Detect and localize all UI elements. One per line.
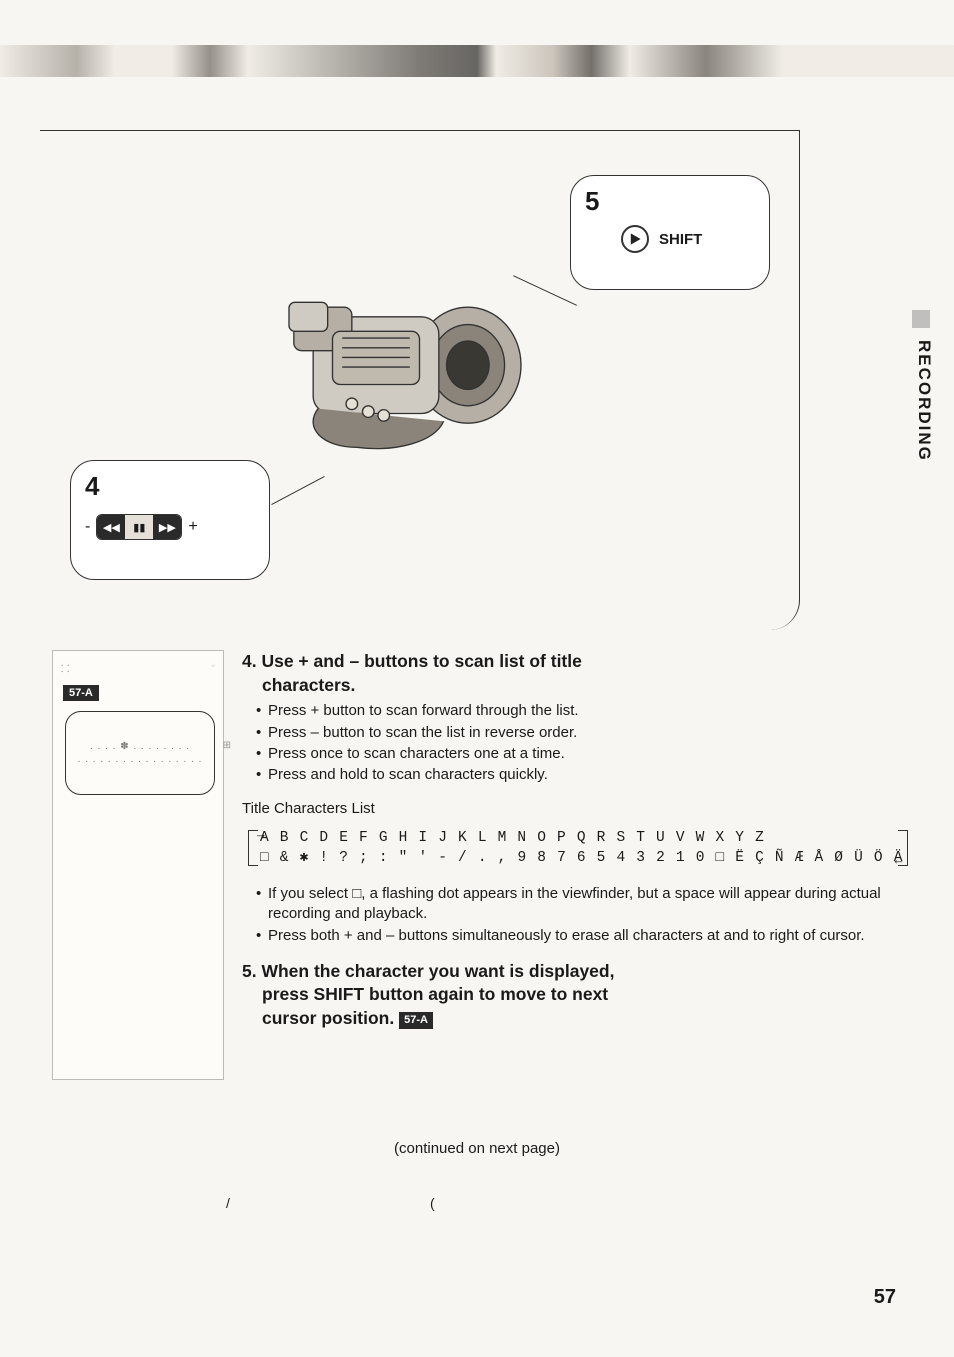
character-loop: → A B C D E F G H I J K L M N O P Q R S … xyxy=(242,828,904,869)
viewfinder-top-marks: ⸬◦ xyxy=(61,661,215,681)
rocker-rewind-icon: ◀◀ xyxy=(97,515,125,539)
shift-play-icon xyxy=(621,225,649,253)
viewfinder-side-mark: ⊞ xyxy=(223,740,232,751)
stray-mark-1: / xyxy=(226,1195,230,1211)
note-2: Press both + and – buttons simultaneousl… xyxy=(256,926,904,946)
viewfinder-badge: 57-A xyxy=(63,685,99,701)
instruction-column: 4. Use + and – buttons to scan list of t… xyxy=(242,650,904,1080)
notes-bullets: If you select □, a flashing dot appears … xyxy=(242,884,904,946)
bullet-b2: Press – button to scan the list in rever… xyxy=(256,723,904,743)
rocker-switch-icon: ◀◀ ▮▮ ▶▶ xyxy=(96,514,182,540)
plus-sign: + xyxy=(188,518,197,536)
callout-5-number: 5 xyxy=(585,186,755,217)
loop-arrow-left-icon: ← xyxy=(895,852,904,870)
step5-l3: cursor position. 57-A xyxy=(262,1007,904,1031)
step-4-bullets: Press + button to scan forward through t… xyxy=(242,701,904,785)
step-5-heading: 5. When the character you want is displa… xyxy=(242,960,904,1031)
step5-l1: 5. When the character you want is displa… xyxy=(242,961,614,981)
side-tab-recording: RECORDING xyxy=(914,340,934,462)
step5-l2: press SHIFT button again to move to next xyxy=(262,983,904,1007)
page-number: 57 xyxy=(874,1286,896,1309)
charlist-row2: □ & ✱ ! ? ; : " ' - / . , 9 8 7 6 5 4 3 … xyxy=(260,848,904,868)
charlist-row1: A B C D E F G H I J K L M N O P Q R S T … xyxy=(260,828,904,848)
side-tab-icon xyxy=(912,310,930,328)
callout-4: 4 - ◀◀ ▮▮ ▶▶ + xyxy=(70,460,270,580)
note-1: If you select □, a flashing dot appears … xyxy=(256,884,904,925)
shift-label: SHIFT xyxy=(659,231,702,248)
step-4-heading: 4. Use + and – buttons to scan list of t… xyxy=(242,650,904,697)
step5-ref-badge: 57-A xyxy=(399,1012,433,1029)
title-char-list-label: Title Characters List xyxy=(242,799,904,819)
loop-arrow-right-icon: → xyxy=(257,826,266,844)
continued-text: (continued on next page) xyxy=(0,1140,954,1157)
scan-artifact-band xyxy=(0,45,954,77)
camcorder-illustration xyxy=(260,255,550,485)
callout-5: 5 SHIFT xyxy=(570,175,770,290)
minus-sign: - xyxy=(85,518,90,536)
callout-4-number: 4 xyxy=(85,471,255,502)
step4-title-l2: characters. xyxy=(262,674,904,698)
viewfinder-line2: . . . . . . . . . . . . . . . . . xyxy=(78,753,203,766)
viewfinder-panel: ⸬◦ 57-A . . . . ✽ . . . . . . . . . . . … xyxy=(52,650,224,1080)
step4-title-l1: 4. Use + and – buttons to scan list of t… xyxy=(242,651,582,671)
viewfinder-screen: . . . . ✽ . . . . . . . . . . . . . . . … xyxy=(65,711,215,795)
viewfinder-line1: . . . . ✽ . . . . . . . . xyxy=(90,740,190,753)
stray-mark-2: ( xyxy=(430,1195,435,1211)
bullet-b3: Press once to scan characters one at a t… xyxy=(256,744,904,764)
rocker-forward-icon: ▶▶ xyxy=(153,515,181,539)
bullet-b4: Press and hold to scan characters quickl… xyxy=(256,765,904,785)
bullet-b1: Press + button to scan forward through t… xyxy=(256,701,904,721)
step5-l3-text: cursor position. xyxy=(262,1008,394,1028)
rocker-center-icon: ▮▮ xyxy=(125,515,153,539)
